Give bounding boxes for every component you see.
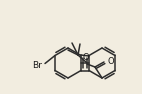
Text: Br: Br — [32, 61, 42, 70]
Text: O: O — [107, 56, 114, 66]
Text: O: O — [83, 53, 89, 61]
